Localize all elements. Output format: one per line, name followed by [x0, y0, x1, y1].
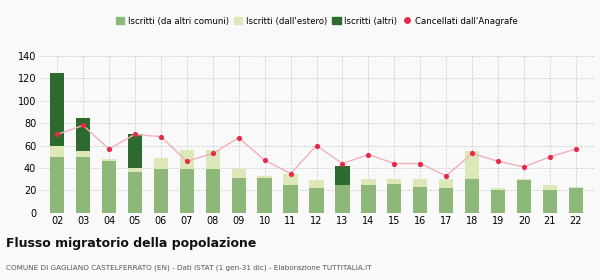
Point	[156, 134, 166, 139]
Bar	[50, 73, 64, 146]
Bar	[310, 188, 323, 213]
Bar	[179, 150, 194, 169]
Point	[571, 147, 581, 151]
Bar	[232, 178, 246, 213]
Bar	[335, 166, 350, 185]
Bar	[491, 190, 505, 213]
Point	[78, 123, 88, 128]
Bar	[387, 179, 401, 184]
Text: COMUNE DI GAGLIANO CASTELFERRATO (EN) - Dati ISTAT (1 gen-31 dic) - Elaborazione: COMUNE DI GAGLIANO CASTELFERRATO (EN) - …	[6, 265, 371, 271]
Point	[260, 158, 269, 162]
Point	[52, 132, 62, 137]
Point	[208, 151, 218, 156]
Bar	[154, 169, 168, 213]
Bar	[569, 187, 583, 188]
Point	[519, 165, 529, 169]
Bar	[491, 188, 505, 190]
Bar	[232, 169, 246, 178]
Bar	[76, 151, 90, 157]
Bar	[128, 172, 142, 213]
Bar	[465, 151, 479, 179]
Bar	[439, 188, 454, 213]
Point	[545, 155, 555, 159]
Bar	[257, 178, 272, 213]
Point	[104, 147, 114, 151]
Point	[415, 161, 425, 166]
Text: Flusso migratorio della popolazione: Flusso migratorio della popolazione	[6, 237, 256, 249]
Bar	[517, 179, 531, 180]
Bar	[543, 190, 557, 213]
Point	[312, 143, 322, 148]
Bar	[283, 185, 298, 213]
Bar	[413, 187, 427, 213]
Point	[364, 152, 373, 157]
Point	[130, 132, 140, 137]
Bar	[102, 161, 116, 213]
Bar	[310, 180, 323, 188]
Bar	[439, 179, 454, 188]
Bar	[361, 179, 376, 185]
Bar	[517, 180, 531, 213]
Bar	[543, 185, 557, 190]
Bar	[154, 158, 168, 169]
Bar	[179, 169, 194, 213]
Point	[442, 174, 451, 178]
Bar	[76, 118, 90, 151]
Bar	[206, 150, 220, 169]
Bar	[413, 179, 427, 187]
Point	[467, 151, 477, 156]
Bar	[465, 179, 479, 213]
Bar	[335, 185, 350, 213]
Bar	[76, 157, 90, 213]
Bar	[257, 176, 272, 178]
Bar	[102, 159, 116, 161]
Bar	[206, 169, 220, 213]
Bar	[128, 168, 142, 172]
Bar	[387, 184, 401, 213]
Point	[338, 161, 347, 166]
Point	[234, 136, 244, 140]
Bar	[569, 188, 583, 213]
Bar	[50, 146, 64, 157]
Point	[182, 159, 191, 164]
Bar	[283, 174, 298, 185]
Bar	[128, 134, 142, 168]
Point	[493, 159, 503, 164]
Bar	[50, 157, 64, 213]
Bar	[361, 185, 376, 213]
Point	[389, 161, 399, 166]
Point	[286, 171, 295, 176]
Legend: Iscritti (da altri comuni), Iscritti (dall'estero), Iscritti (altri), Cancellati: Iscritti (da altri comuni), Iscritti (da…	[112, 13, 521, 29]
